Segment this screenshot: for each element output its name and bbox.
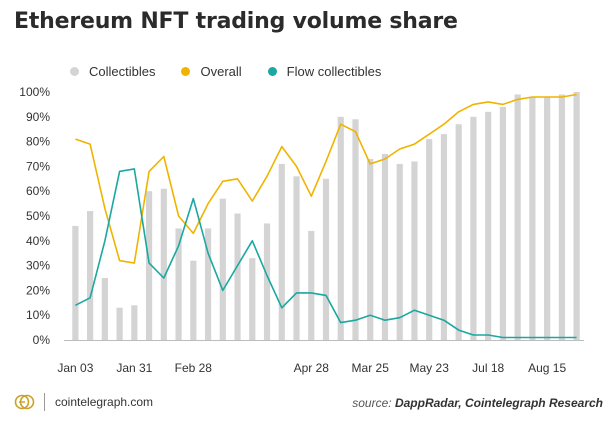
bar-collectibles — [308, 230, 315, 340]
y-tick-label: 50% — [26, 209, 50, 223]
x-tick-label: Jan 03 — [57, 361, 93, 375]
y-tick-label: 90% — [26, 110, 50, 124]
x-tick-label: Aug 15 — [528, 361, 566, 375]
bar-collectibles — [499, 106, 507, 340]
bar-collectibles — [455, 124, 462, 341]
bar-collectibles — [426, 139, 433, 340]
bar-collectibles — [514, 94, 521, 340]
x-tick-label: Apr 28 — [294, 361, 330, 375]
y-tick-label: 60% — [26, 184, 50, 198]
bar-collectibles — [160, 188, 167, 340]
bar-collectibles — [263, 223, 271, 340]
legend-label-overall: Overall — [200, 64, 242, 79]
x-tick-label: May 23 — [410, 361, 450, 375]
x-tick-label: Jan 31 — [116, 361, 152, 375]
legend-label-flow: Flow collectibles — [286, 64, 382, 79]
bar-collectibles — [204, 228, 212, 340]
bar-collectibles — [396, 163, 403, 340]
chart-plot: 0% 10% 20% 30% 40% 50% 60% 70% 80% 90% 100% Jan 03 J… — [19, 85, 584, 375]
bar-collectibles — [381, 154, 389, 340]
legend-dot-overall — [181, 67, 191, 76]
bar-collectibles — [175, 228, 182, 340]
cointelegraph-logo-icon — [14, 394, 35, 410]
bar-collectibles — [249, 258, 256, 340]
bar-collectibles — [190, 260, 197, 340]
bar-collectibles — [145, 191, 153, 340]
bar-collectibles — [219, 198, 226, 340]
x-tick-label: Jul 18 — [472, 361, 504, 375]
y-tick-label: 100% — [19, 85, 50, 99]
y-tick-label: 10% — [26, 308, 50, 322]
x-tick-label: Mar 25 — [352, 361, 390, 375]
legend-item-overall: Overall — [181, 64, 242, 79]
bar-collectibles — [116, 307, 123, 340]
chart-title: Ethereum NFT trading volume share — [14, 9, 458, 34]
legend-item-collectibles: Collectibles — [70, 64, 155, 79]
legend-dot-collectibles — [70, 67, 79, 76]
bar-collectibles — [293, 176, 300, 340]
bar-collectibles — [131, 305, 138, 340]
source-text: DappRadar, Cointelegraph Research — [394, 396, 603, 410]
legend-dot-flow — [267, 67, 277, 76]
bar-collectibles — [544, 96, 551, 341]
bar-collectibles — [470, 116, 477, 340]
bar-collectibles — [367, 158, 374, 340]
bar-collectibles — [440, 134, 448, 340]
bar-collectibles — [101, 278, 108, 340]
bar-collectibles — [485, 111, 492, 340]
line-overall — [75, 93, 577, 264]
footer-brand-text[interactable]: cointelegraph.com — [55, 395, 154, 409]
bar-collectibles — [337, 116, 344, 340]
bar-collectibles — [558, 94, 565, 340]
x-tick-label: Feb 28 — [175, 361, 213, 375]
bar-collectibles — [411, 161, 418, 340]
source-prefix: source: — [352, 396, 395, 410]
source-note: source: DappRadar, Cointelegraph Researc… — [352, 396, 603, 410]
bar-collectibles — [87, 211, 94, 340]
bar-collectibles — [322, 178, 330, 340]
bar-collectibles — [234, 213, 241, 340]
y-tick-label: 80% — [26, 135, 50, 149]
bar-collectibles — [278, 163, 285, 340]
y-tick-label: 30% — [26, 259, 50, 273]
legend-item-flow-collectibles: Flow collectibles — [267, 64, 382, 79]
y-tick-label: 40% — [26, 234, 50, 248]
y-tick-label: 0% — [33, 333, 51, 347]
footer-brand: cointelegraph.com — [14, 393, 153, 411]
bar-collectibles — [529, 96, 536, 341]
chart-legend: Collectibles Overall Flow collectibles — [70, 64, 407, 79]
line-flow-collectibles — [75, 168, 577, 339]
bar-collectibles — [72, 225, 79, 340]
y-tick-label: 20% — [26, 283, 50, 297]
y-tick-label: 70% — [26, 159, 50, 173]
bar-collectibles — [573, 92, 580, 340]
legend-label-collectibles: Collectibles — [89, 64, 156, 79]
footer-separator — [44, 393, 45, 411]
bar-collectibles — [352, 119, 359, 340]
